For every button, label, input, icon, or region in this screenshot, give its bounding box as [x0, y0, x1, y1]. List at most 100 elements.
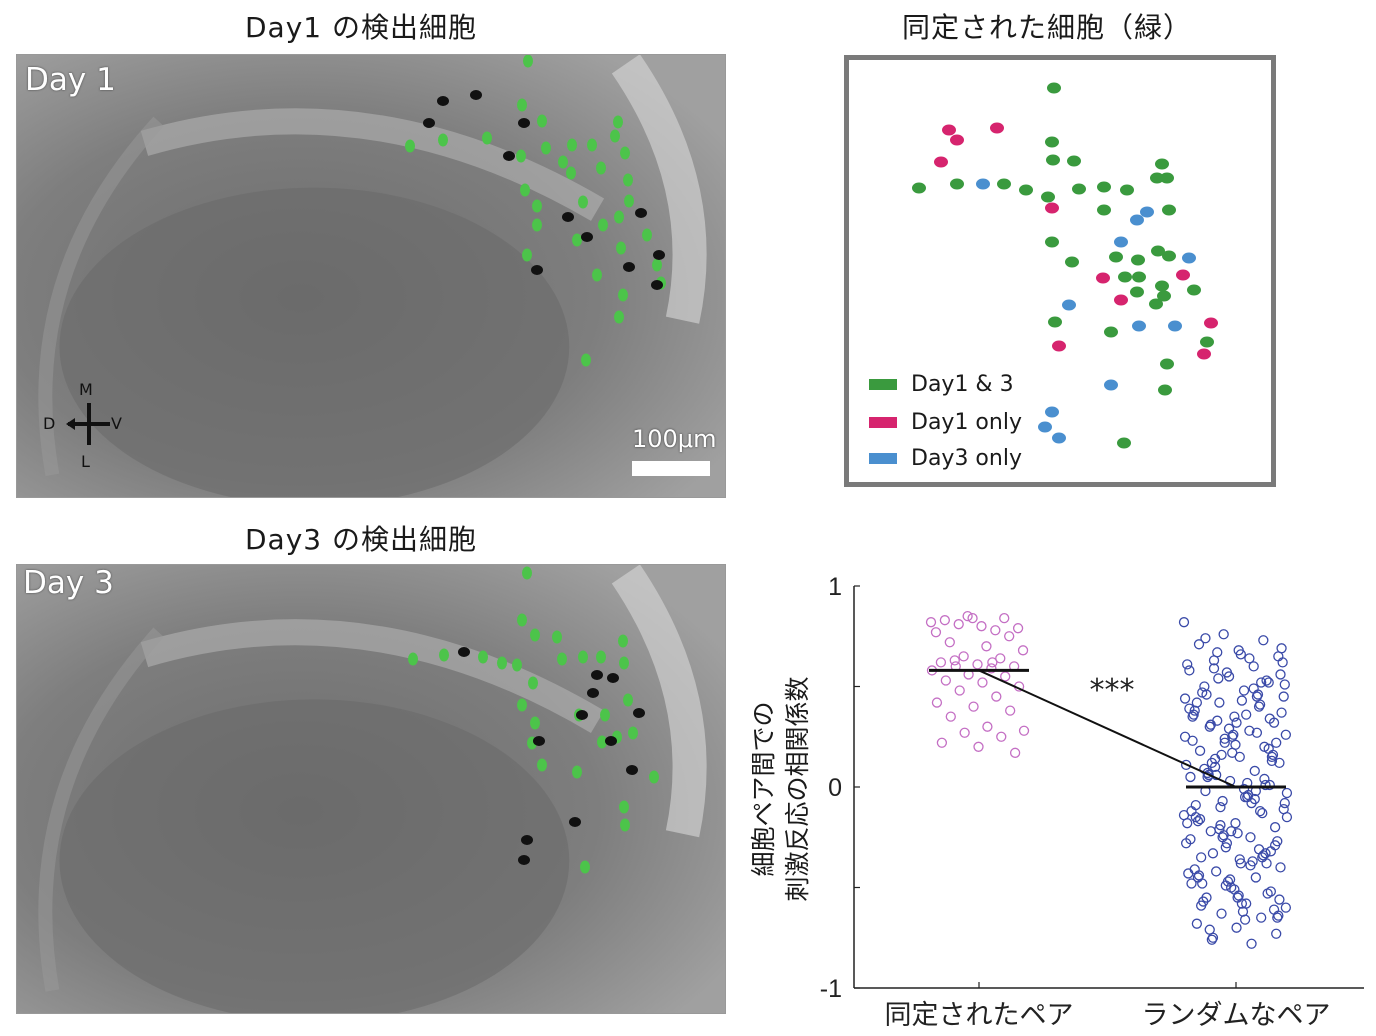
bright-edge: [611, 55, 707, 324]
identified-cell: [600, 708, 610, 722]
identified-cell: [520, 183, 530, 197]
identified-cell: [522, 248, 532, 262]
data-point: [1018, 725, 1030, 736]
map-cell: [1114, 294, 1128, 306]
data-point: [1245, 832, 1256, 843]
data-point: [995, 653, 1006, 664]
data-point: [1217, 832, 1228, 843]
map-cell: [1155, 158, 1169, 170]
identified-cell: [587, 138, 597, 152]
unmatched-cell: [458, 647, 470, 657]
data-point: [1185, 834, 1196, 845]
legend-item-day1-only: Day1 only: [869, 410, 1022, 435]
data-point: [1264, 713, 1275, 724]
data-point: [999, 613, 1010, 624]
data-point: [962, 611, 973, 622]
map-cell: [1182, 252, 1196, 264]
data-point: [1005, 705, 1016, 716]
identified-cell: [408, 652, 418, 666]
map-cell: [1109, 251, 1123, 263]
data-point: [1215, 801, 1226, 813]
y-tick-label: 1: [828, 573, 842, 601]
map-cell: [1072, 183, 1086, 195]
unmatched-cell: [562, 212, 574, 222]
identified-cell: [619, 800, 629, 814]
identified-cell: [598, 218, 608, 232]
map-cell: [1118, 271, 1132, 283]
map-cell: [1062, 299, 1076, 311]
data-point: [1230, 818, 1241, 829]
legend-swatch-green: [869, 379, 897, 390]
data-point: [1214, 697, 1225, 708]
map-cell: [1149, 298, 1163, 310]
data-point: [1276, 643, 1287, 654]
map-cell: [1019, 184, 1033, 196]
identified-cell: [614, 210, 624, 224]
cell-map-canvas: [912, 82, 1218, 449]
identified-cell: [517, 613, 527, 627]
map-cell: [1038, 421, 1052, 433]
identified-cell: [623, 693, 633, 707]
data-point: [949, 655, 960, 666]
identified-cells-map: Day1 & 3 Day1 only Day3 only: [844, 55, 1276, 487]
map-cell: [1045, 202, 1059, 214]
legend-label: Day1 & 3: [911, 372, 1014, 397]
data-point: [1275, 862, 1286, 873]
data-point: [1234, 854, 1245, 865]
data-point: [968, 701, 979, 712]
map-cell: [990, 122, 1004, 134]
day1-panel-title: Day1 の検出細胞: [245, 11, 478, 44]
map-cell: [1046, 154, 1060, 166]
unmatched-cell: [626, 765, 638, 775]
unmatched-cell: [607, 673, 619, 683]
data-point: [977, 677, 988, 688]
data-point: [996, 731, 1007, 742]
data-point: [967, 613, 978, 624]
data-point: [1197, 878, 1208, 889]
map-cell: [1155, 280, 1169, 292]
data-point: [973, 741, 984, 752]
data-point: [1264, 779, 1275, 791]
map-cell: [1140, 206, 1154, 218]
data-point: [1218, 629, 1229, 640]
data-point: [1184, 665, 1195, 676]
tissue-fold: [38, 116, 164, 477]
compass-ventral: V: [111, 414, 122, 433]
data-point: [945, 711, 956, 722]
legend-swatch-magenta: [869, 417, 897, 428]
data-point: [925, 617, 937, 628]
identified-cell: [652, 258, 662, 272]
unmatched-cell: [531, 265, 543, 275]
data-point: [1239, 914, 1251, 925]
data-point: [1216, 749, 1227, 760]
identified-cell: [572, 233, 582, 247]
data-point: [1182, 659, 1193, 670]
data-point: [1219, 737, 1230, 748]
map-cell: [1097, 204, 1111, 216]
data-point: [1242, 791, 1253, 803]
identified-cell: [618, 288, 628, 302]
tissue-ridge: [140, 108, 605, 221]
identified-cell: [596, 650, 606, 664]
map-cell: [950, 134, 964, 146]
data-point: [1201, 689, 1212, 700]
data-point: [1182, 818, 1193, 829]
identified-cell: [566, 166, 576, 180]
identified-cell: [512, 658, 522, 672]
data-point: [1280, 729, 1292, 740]
identified-cell: [557, 652, 567, 666]
data-point: [972, 659, 983, 670]
identified-cell: [623, 173, 633, 187]
data-point: [1249, 765, 1260, 777]
map-cell: [1047, 82, 1061, 94]
legend-swatch-blue: [869, 453, 897, 464]
identified-cell: [516, 149, 526, 163]
identified-cell: [517, 98, 527, 112]
unmatched-cell: [533, 736, 545, 746]
identified-cell: [572, 765, 582, 779]
tissue-region: [59, 699, 570, 1013]
legend-label: Day3 only: [911, 446, 1022, 471]
data-point: [1204, 721, 1215, 732]
data-point: [953, 619, 964, 630]
data-point: [1266, 755, 1278, 767]
